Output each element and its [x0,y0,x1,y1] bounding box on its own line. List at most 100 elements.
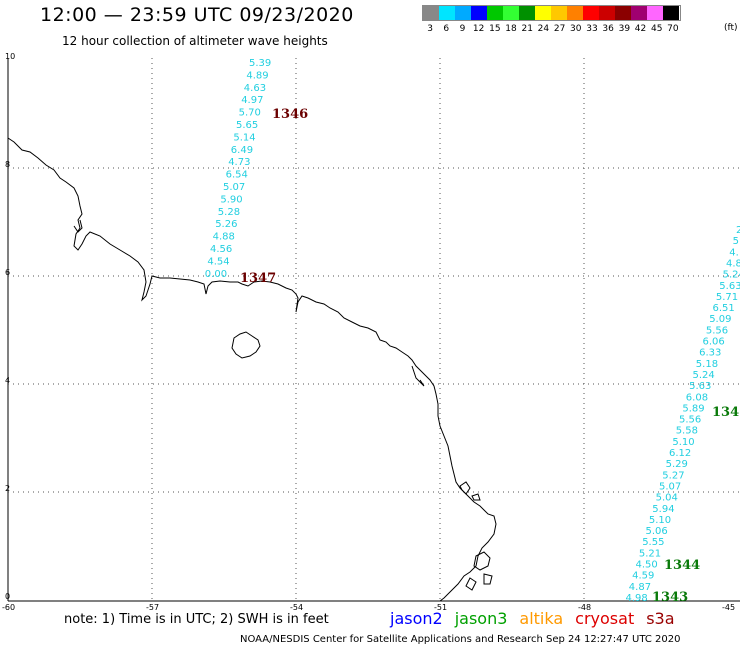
scale-swatch [519,6,535,20]
y-tick-10: 10 [5,52,16,61]
swh-value: 5.70 [239,108,261,119]
x-tick-minus48: -48 [578,603,592,612]
scale-label: 70 [667,24,679,34]
swh-value: 5.14 [233,132,255,143]
swh-value: 5.65 [236,120,258,131]
coastline [7,137,497,602]
swh-value: 4. [729,247,739,258]
orbit-label-1346: 1346 [272,107,308,122]
swh-value: 5.56 [706,325,728,336]
page-title: 12:00 — 23:59 UTC 09/23/2020 [40,4,354,26]
scale-swatch [551,6,567,20]
swh-value: 4.50 [636,560,658,571]
swh-value: 5.63 [689,381,711,392]
swh-value: 5.07 [659,481,681,492]
scale-label: 33 [586,24,598,34]
orbit-label-1347: 1347 [240,271,276,286]
swh-value: 5.56 [679,415,701,426]
scale-swatch [583,6,599,20]
swh-value: 5.39 [249,58,271,69]
satellite-s3a: s3a [646,609,675,628]
swh-value: 5.21 [639,548,661,559]
swh-value: 6.12 [669,448,691,459]
swh-value: 6.54 [226,170,248,181]
swh-value: 5.28 [218,207,240,218]
color-scale-labels: 3 6 9 12 15 18 21 24 27 30 33 36 39 42 45 70 [422,24,681,34]
scale-swatch [615,6,631,20]
scale-label: 15 [489,24,501,34]
orbit-label-1345: 1345 [712,405,740,420]
scale-label: 24 [537,24,550,34]
satellite-altika: altika [519,609,564,628]
scale-label: 9 [459,24,466,34]
swh-value: 6.08 [686,392,708,403]
x-tick-minus51: -51 [434,603,448,612]
swh-value: 5.90 [220,194,242,205]
swh-value: 2 [736,225,740,236]
swh-value: 5.27 [662,470,684,481]
swh-value: 6.49 [231,145,253,156]
satellite-jason2: jason2 [390,609,443,628]
swh-value: 6.51 [713,303,735,314]
swh-value: 5.04 [656,493,678,504]
swh-value: 4.59 [632,571,654,582]
scale-swatch [487,6,503,20]
scale-label: 30 [570,24,582,34]
scale-label: 45 [650,24,663,34]
x-tick-minus60: -60 [2,603,16,612]
island [231,331,261,359]
swh-value: 5.58 [676,426,698,437]
scale-swatch [647,6,663,20]
color-scale-swatches [422,5,681,21]
swh-value: 5.63 [719,281,740,292]
orbit-label-1344: 1344 [664,558,700,573]
satellite-legend: jason2 jason3 altika cryosat s3a [390,609,687,628]
swh-value: 5.09 [709,314,731,325]
swh-value: 5.24 [723,270,740,281]
scale-swatch [535,6,551,20]
swh-value: 5.18 [696,359,718,370]
swh-value: 4.63 [244,83,266,94]
swh-value: 4.73 [228,157,250,168]
scale-swatch [423,6,439,20]
scale-swatch [663,6,679,20]
x-tick-minus45: -45 [722,603,736,612]
swh-value: 6.06 [703,337,725,348]
page-subtitle: 12 hour collection of altimeter wave hei… [62,34,328,48]
scale-swatch [471,6,487,20]
swh-value: 5.10 [649,515,671,526]
swh-value: 0.00 [205,269,227,280]
track-1345-swh-values: 254.4.85.245.635.716.515.095.566.066.335… [626,225,740,604]
swh-value: 5.10 [672,437,694,448]
scale-label: 12 [472,24,485,34]
track-1346-swh-values: 5.394.89 4.634.97 5.705.655.14 6.494.73 6.54… [205,58,271,280]
scale-swatch [439,6,455,20]
scale-label: 42 [634,24,647,34]
scale-label: 6 [443,24,450,34]
swh-value: 4.98 [626,593,648,604]
swh-value: 4.54 [207,256,229,267]
scale-label: 36 [602,24,614,34]
swh-value: 4.56 [210,244,232,255]
swh-value: 5.71 [716,292,738,303]
swh-value: 5.89 [682,403,704,414]
scale-label: 18 [505,24,517,34]
scale-label: 21 [521,24,533,34]
x-tick-minus57: -57 [146,603,160,612]
x-tick-minus54: -54 [290,603,304,612]
coastline-delta [465,551,493,591]
swh-value: 4.87 [629,582,651,593]
swh-value: 4.88 [213,232,235,243]
satellite-jason3: jason3 [454,609,508,628]
scale-label: 27 [553,24,566,34]
swh-value: 4.8 [726,258,740,269]
scale-label: 39 [618,24,631,34]
scale-swatch [631,6,647,20]
coastline-small-bay [73,219,83,233]
scale-swatch [599,6,615,20]
swh-value: 4.89 [246,70,268,81]
coastline-inlet [411,365,425,387]
swh-value: 5.29 [666,459,688,470]
scale-swatch [567,6,583,20]
